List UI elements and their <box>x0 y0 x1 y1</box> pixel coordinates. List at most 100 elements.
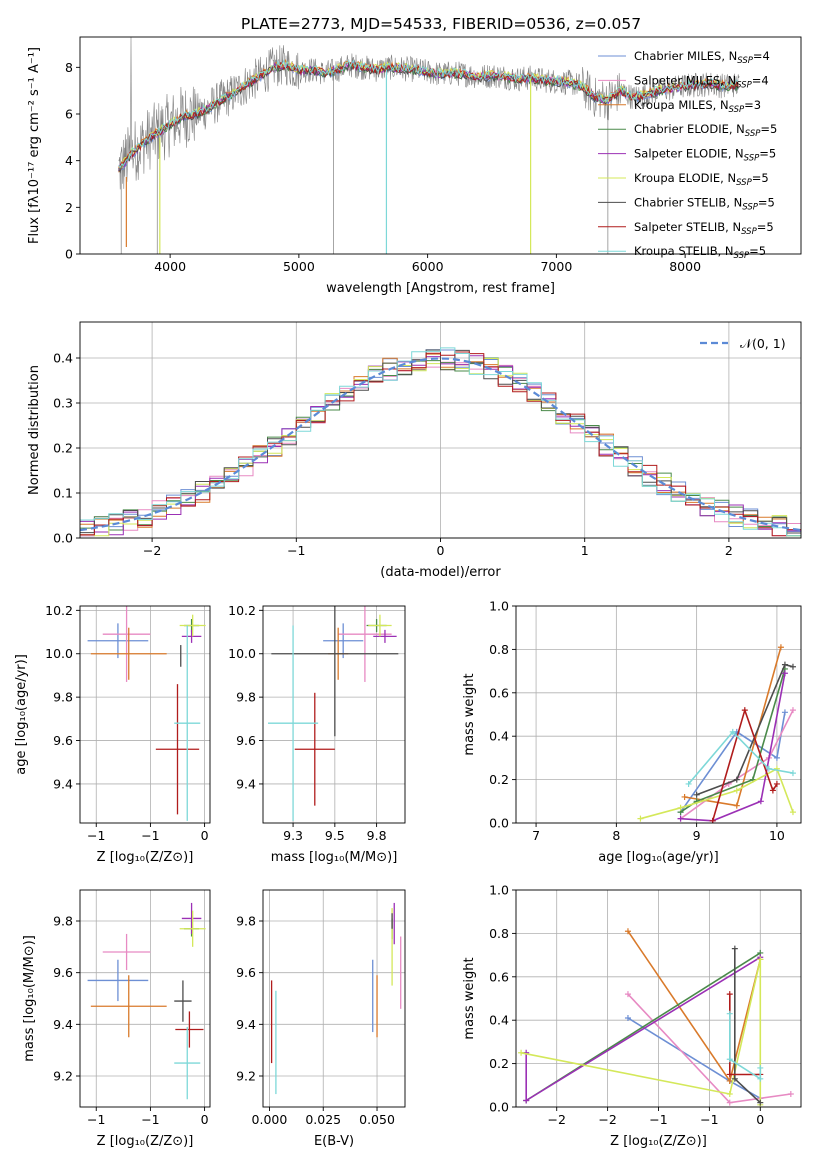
legend-entry: Salpeter STELIB, NSSP=5 <box>634 220 774 237</box>
errorbar-point <box>179 614 206 637</box>
y-tick-label: 0.4 <box>489 1013 509 1028</box>
y-tick-label: 1.0 <box>489 599 509 614</box>
axes-frame <box>79 36 802 255</box>
massweight-marker <box>757 1064 764 1071</box>
x-tick-label: 7000 <box>540 259 572 274</box>
errorbar-point <box>102 606 151 682</box>
y-tick-label: 0.2 <box>489 1056 509 1071</box>
errorbar-point <box>174 625 201 821</box>
massweight-marker <box>637 815 644 822</box>
x-axis-label: Z [log₁₀(Z/Z⊙)] <box>610 1134 707 1149</box>
axes-frame <box>262 605 406 824</box>
massweight-line <box>687 730 794 785</box>
massweight-vs-Z-plot-area <box>518 928 794 1107</box>
massweight-marker <box>726 1071 733 1078</box>
massweight-marker <box>726 1090 733 1097</box>
y-tick-label: 9.6 <box>236 965 256 980</box>
x-tick-label: 0.025 <box>305 1112 341 1127</box>
massweight-marker <box>733 802 740 809</box>
massweight-marker <box>677 804 684 811</box>
y-tick-label: 2 <box>65 200 73 215</box>
errorbar-point <box>155 684 200 815</box>
massweight-marker <box>789 770 796 777</box>
x-tick-label: 0 <box>437 543 445 558</box>
x-tick-label: 5000 <box>283 259 315 274</box>
x-axis-label: Z [log₁₀(Z/Z⊙)] <box>97 1134 194 1149</box>
massweight-marker <box>729 728 736 735</box>
x-tick-label: −1 <box>700 1112 718 1127</box>
residuals-panel: −2 −1 0 1 2 0.0 0.1 0.2 0.3 0.4 (data-model)/error… <box>27 321 802 580</box>
massweight-marker <box>731 1075 738 1082</box>
y-tick-label: 9.8 <box>236 914 256 929</box>
y-tick-label: 9.4 <box>236 776 256 791</box>
y-tick-label: 0.4 <box>489 729 509 744</box>
x-tick-label: 8 <box>612 828 620 843</box>
y-tick-label: 8 <box>65 60 73 75</box>
histogram-step <box>80 349 801 534</box>
x-tick-label: −2 <box>598 1112 616 1127</box>
massweight-marker <box>726 1010 733 1017</box>
spectrum-model-line <box>118 61 739 168</box>
x-tick-label: 9.8 <box>367 828 387 843</box>
errorbar-point <box>271 606 399 737</box>
massweight-vs-age-plot-area <box>637 644 796 823</box>
y-tick-label: 9.2 <box>53 1069 73 1084</box>
age-vs-mass-panel: 9.3 9.5 9.8 9.4 9.6 9.8 10.0 10.2 mass [log₁₀(M/… <box>228 603 406 865</box>
massweight-marker <box>681 793 688 800</box>
massweight-marker <box>693 791 700 798</box>
x-tick-label: −1 <box>87 828 105 843</box>
massweight-marker <box>757 1075 764 1082</box>
axes-frame <box>262 889 406 1108</box>
y-tick-label: 9.6 <box>53 733 73 748</box>
figure-title: PLATE=2773, MJD=54533, FIBERID=0536, z=0… <box>241 15 641 33</box>
errorbar-point <box>368 614 392 637</box>
axes-frame <box>79 605 211 824</box>
legend-entry: Kroupa MILES, NSSP=3 <box>634 98 761 115</box>
y-tick-label: 0.8 <box>489 926 509 941</box>
errorbar-point <box>90 975 167 1038</box>
massweight-marker <box>789 707 796 714</box>
age-vs-Z-panel: −1 −1 0 9.4 9.6 9.8 10.0 10.2 Z [log₁₀(Z/Z⊙)] age… <box>14 603 211 865</box>
massweight-marker <box>773 754 780 761</box>
spectrum-plot-area <box>118 37 740 254</box>
y-tick-label: 9.4 <box>53 1017 73 1032</box>
x-axis-label: wavelength [Angstrom, rest frame] <box>326 281 555 296</box>
normal-curve <box>80 357 801 532</box>
massweight-marker <box>624 928 631 935</box>
massweight-marker <box>726 1077 733 1084</box>
errorbar-point <box>323 623 364 659</box>
mass-vs-EBV-plot-area <box>270 902 402 1095</box>
massweight-marker <box>677 815 684 822</box>
y-tick-label: 9.4 <box>53 776 73 791</box>
spectrum-model-line <box>118 59 739 169</box>
y-tick-label: 10.2 <box>45 603 73 618</box>
y-tick-label: 0.2 <box>53 441 73 456</box>
x-axis-label: age [log₁₀(age/yr)] <box>598 850 719 865</box>
massweight-vs-Z-panel: −2 −2 −1 −1 0 0.0 0.2 0.4 0.6 0.8 1.0 Z [log₁₀(Z/Z⊙… <box>462 883 802 1149</box>
y-tick-label: 6 <box>65 107 73 122</box>
y-tick-label: 0.8 <box>489 642 509 657</box>
y-tick-label: 0.3 <box>53 396 73 411</box>
y-tick-label: 9.8 <box>236 690 256 705</box>
legend-entry: Chabrier STELIB, NSSP=5 <box>634 195 775 212</box>
mass-vs-EBV-panel: 0.000 0.025 0.050 9.2 9.4 9.6 9.8 E(B-V) <box>236 889 406 1149</box>
x-tick-label: 2 <box>725 543 733 558</box>
x-tick-label: −1 <box>87 1112 105 1127</box>
massweight-line <box>729 1013 762 1081</box>
legend-entry: Kroupa ELODIE, NSSP=5 <box>634 171 769 188</box>
massweight-marker <box>733 787 740 794</box>
age-vs-mass-plot-area <box>268 606 399 821</box>
massweight-line <box>680 668 786 813</box>
legend-entry: Salpeter ELODIE, NSSP=5 <box>634 147 776 164</box>
x-tick-label: −1 <box>141 1112 159 1127</box>
massweight-marker <box>726 1099 733 1106</box>
massweight-marker <box>789 663 796 670</box>
massweight-marker <box>624 991 631 998</box>
x-tick-label: 9 <box>693 828 701 843</box>
massweight-marker <box>765 765 772 772</box>
legend-entry: Kroupa STELIB, NSSP=5 <box>634 244 766 261</box>
errorbar-point <box>90 627 167 680</box>
x-tick-label: −1 <box>141 828 159 843</box>
histogram-step <box>80 351 801 537</box>
massweight-marker <box>777 644 784 651</box>
